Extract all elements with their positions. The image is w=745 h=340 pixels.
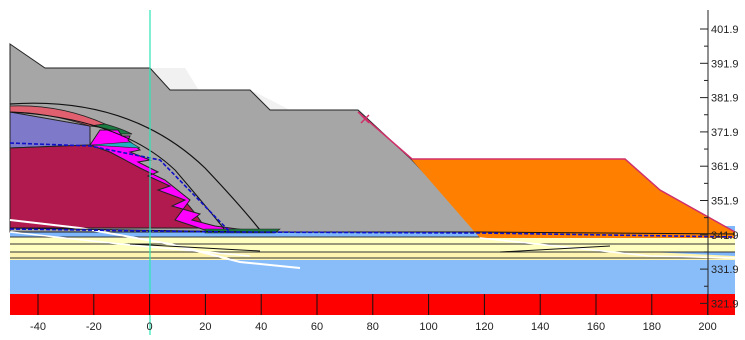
y-tick-label: 391.9 bbox=[711, 58, 739, 70]
x-tick-label: 100 bbox=[419, 321, 437, 333]
y-axis-ticks: 401.9 391.9 381.9 371.9 361.9 351.9 341.9 331.9… bbox=[700, 24, 739, 310]
white-slip-line-1 bbox=[9, 219, 301, 269]
slip-entry-marker[interactable] bbox=[360, 114, 370, 124]
foundation-dark-line-3 bbox=[499, 245, 611, 253]
x-tick-label: -40 bbox=[30, 321, 46, 333]
x-tick-label: 180 bbox=[643, 321, 661, 333]
bedrock-tick-marks bbox=[37, 294, 709, 315]
y-tick-label: 371.9 bbox=[711, 127, 739, 139]
white-slip-line-3 bbox=[479, 237, 736, 259]
purple-zone bbox=[9, 111, 91, 149]
x-tick-label: 80 bbox=[367, 321, 379, 333]
phreatic-line bbox=[9, 142, 736, 238]
x-tick-label: 20 bbox=[199, 321, 211, 333]
y-tick-label: 351.9 bbox=[711, 196, 739, 208]
x-tick-label: 160 bbox=[587, 321, 605, 333]
y-tick-label: 331.9 bbox=[711, 264, 739, 276]
y-tick-label: 361.9 bbox=[711, 161, 739, 173]
x-tick-label: 140 bbox=[531, 321, 549, 333]
slip-surface-outer bbox=[9, 102, 261, 231]
x-tick-label: 120 bbox=[475, 321, 493, 333]
teal-toe-band bbox=[89, 141, 141, 149]
x-tick-label: 60 bbox=[311, 321, 323, 333]
foundation-dark-line-2 bbox=[129, 243, 261, 252]
y-tick-label: 401.9 bbox=[711, 24, 739, 36]
y-tick-label: 341.9 bbox=[711, 230, 739, 242]
orange-fill-crest bbox=[357, 111, 736, 233]
x-tick-label: -20 bbox=[86, 321, 102, 333]
orange-fill-zone bbox=[412, 159, 735, 238]
y-tick-label: 321.9 bbox=[711, 298, 739, 310]
x-tick-label: 40 bbox=[255, 321, 267, 333]
white-slip-line-2 bbox=[9, 231, 251, 257]
x-tick-label: 0 bbox=[147, 321, 153, 333]
magenta-failure-wedge bbox=[89, 129, 246, 231]
phreatic-line-toe bbox=[9, 228, 231, 233]
lower-foundation-band bbox=[10, 258, 735, 294]
x-tick-label: 200 bbox=[698, 321, 716, 333]
y-tick-label: 381.9 bbox=[711, 93, 739, 105]
x-axis-ticks: -40 -20 0 20 40 60 80 100 120 140 160 180 200 bbox=[30, 321, 717, 333]
